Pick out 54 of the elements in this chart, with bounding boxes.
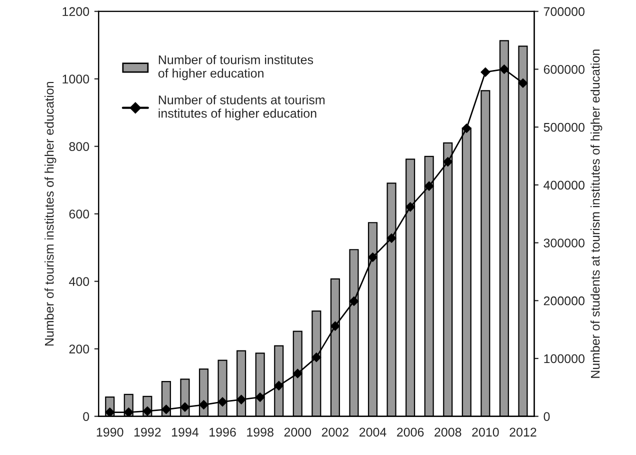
point [480,67,490,77]
point [518,78,528,88]
y-tick-label: 600 [69,210,90,218]
point [274,381,284,390]
y-tick-label: 400 [68,277,90,286]
point [462,124,472,133]
point [349,296,359,306]
y2-tick-label: 400000 [544,180,584,190]
point [142,406,152,416]
point [312,352,322,362]
y2-axis-title: Number of students at tourism institutes of higher education [590,50,602,378]
y2-tick-label: 600000 [544,65,584,74]
x-tick-label: 1990 [96,428,124,437]
x-tick-label: 2010 [472,428,499,437]
x-tick-label: 1992 [134,428,161,437]
x-tick-label: 2004 [359,428,386,437]
point [162,404,171,414]
point [406,202,415,212]
y2-tick-label: 100000 [544,354,584,364]
y2-tick-label: 300000 [544,238,584,248]
y-tick-label: 200 [69,344,90,354]
x-tick-label: 2012 [510,428,536,437]
point [180,402,190,412]
y-tick-label: 1200 [62,7,90,16]
x-tick-label: 2006 [397,428,424,437]
point [124,408,134,416]
y-tick-label: 0 [83,412,90,421]
point [386,234,396,243]
point [293,368,302,378]
x-tick-label: 2000 [284,428,312,437]
point [218,397,228,406]
point [368,252,378,262]
y-axis-title: Number of tourism institutes of higher education [44,82,56,346]
point [330,321,340,331]
x-tick-label: 1996 [210,428,236,437]
y2-tick-label: 500000 [544,122,584,132]
point [105,408,114,416]
point [424,181,434,191]
x-tick-label: 2002 [322,428,348,437]
point [443,157,452,166]
y-tick-label: 800 [69,142,90,152]
y2-tick-label: 700000 [544,7,584,16]
y2-tick-label: 0 [544,412,550,421]
x-tick-label: 1994 [172,428,198,437]
point [255,392,265,402]
y2-tick-label: 200000 [544,296,584,306]
y-tick-label: 1000 [62,74,90,84]
point [199,400,208,410]
point [500,64,509,74]
point [236,394,246,404]
x-tick-label: 1998 [247,428,274,437]
x-tick-label: 2008 [434,428,462,437]
legend-label: Number of tourism institutes of higher education [158,55,314,80]
legend-label: Number of students at tourism institutes of higher education [158,95,325,120]
